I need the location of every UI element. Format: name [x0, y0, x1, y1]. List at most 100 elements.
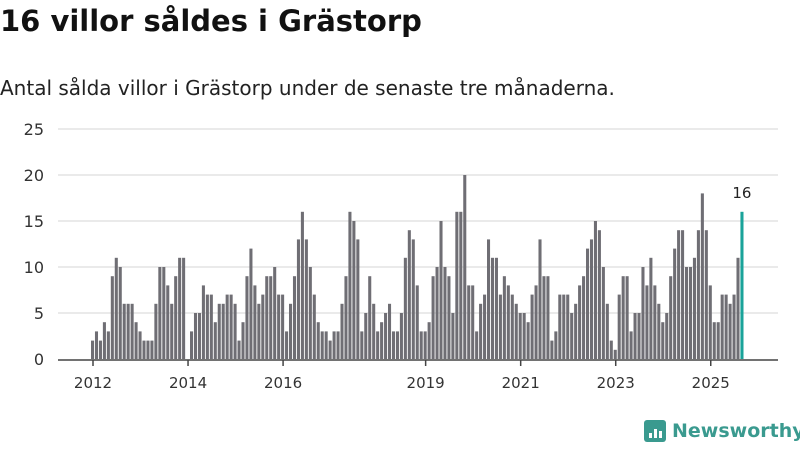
bar [475, 331, 479, 359]
bar [249, 248, 253, 359]
bar [692, 257, 696, 359]
bar [308, 267, 312, 359]
bar [566, 294, 570, 359]
bar [292, 276, 297, 359]
bar [201, 285, 205, 359]
bar [447, 276, 451, 359]
bar [546, 276, 550, 359]
bar [304, 239, 308, 359]
bar [407, 230, 411, 359]
bar [233, 303, 237, 359]
highlight-bar [740, 211, 744, 359]
bar [708, 285, 712, 359]
bar [526, 322, 530, 359]
bar [554, 331, 558, 359]
bar [340, 303, 344, 359]
bar [300, 211, 304, 359]
bar [391, 331, 396, 359]
bar [352, 221, 356, 359]
bar [641, 267, 645, 359]
bar [609, 340, 613, 359]
y-tick-label: 10 [24, 258, 44, 277]
bar [368, 276, 372, 359]
bar [455, 211, 459, 359]
bar [522, 313, 526, 359]
bar [490, 257, 495, 359]
bar [582, 276, 586, 359]
bar [562, 294, 566, 359]
bar [332, 331, 336, 359]
bar [483, 294, 487, 359]
bar [178, 257, 182, 359]
bar [411, 239, 415, 359]
bar [665, 313, 669, 359]
bar [312, 294, 316, 359]
y-tick-label: 5 [34, 304, 44, 323]
bar [296, 239, 300, 359]
bar [439, 221, 443, 359]
bar [395, 331, 399, 359]
bar [225, 294, 229, 359]
bar [494, 257, 498, 359]
bar [677, 230, 681, 359]
bar [372, 303, 376, 359]
bar [673, 248, 677, 359]
newsworthy-logo: Newsworthy [644, 420, 800, 442]
bar [487, 239, 491, 359]
bar [229, 294, 233, 359]
bar [657, 303, 661, 359]
bar [241, 322, 245, 359]
bar [435, 267, 439, 359]
bar [542, 276, 546, 359]
bar [170, 303, 174, 359]
bar [471, 285, 475, 359]
bar [277, 294, 281, 359]
bar [637, 313, 641, 359]
bar [118, 267, 122, 359]
bar [281, 294, 285, 359]
bar [205, 294, 209, 359]
bar [498, 294, 502, 359]
bar [217, 303, 221, 359]
x-tick-label: 2019 [407, 374, 445, 392]
bar [419, 331, 423, 359]
bar [530, 294, 534, 359]
bar [645, 285, 649, 359]
bar [681, 230, 685, 359]
bar [94, 331, 99, 359]
bar [348, 211, 352, 359]
bar [716, 322, 720, 359]
logo-icon [644, 420, 666, 442]
brand-name: Newsworthy [672, 420, 800, 442]
bar [704, 230, 708, 359]
bar [510, 294, 514, 359]
bar [344, 276, 348, 359]
bar [221, 303, 225, 359]
bar [403, 257, 407, 359]
bar [712, 322, 716, 359]
bar [589, 239, 594, 359]
bar [593, 221, 597, 359]
bar [506, 285, 510, 359]
bar [261, 294, 265, 359]
bar [182, 257, 186, 359]
bar [550, 340, 554, 359]
bar [193, 313, 198, 359]
bar [166, 285, 170, 359]
bar [597, 230, 601, 359]
bar [574, 303, 578, 359]
bar [724, 294, 728, 359]
bar [578, 285, 582, 359]
bar [728, 303, 732, 359]
bar [518, 313, 522, 359]
bar [213, 322, 217, 359]
bar [110, 276, 114, 359]
bar [134, 322, 138, 359]
bar [661, 322, 665, 359]
bar [106, 331, 110, 359]
bar [736, 257, 740, 359]
bar [399, 313, 403, 359]
bar [98, 340, 102, 359]
bar [696, 230, 700, 359]
bar [130, 303, 134, 359]
